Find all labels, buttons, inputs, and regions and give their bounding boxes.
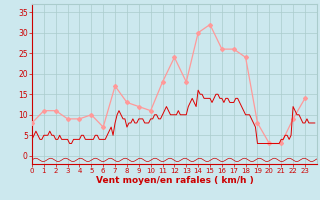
X-axis label: Vent moyen/en rafales ( km/h ): Vent moyen/en rafales ( km/h ): [96, 176, 253, 185]
